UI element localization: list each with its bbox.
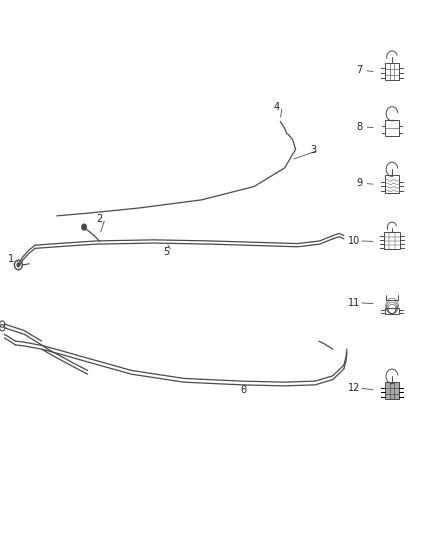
Bar [385, 308, 399, 314]
Text: 10: 10 [348, 236, 360, 246]
Bar [385, 175, 399, 193]
Text: 2: 2 [97, 214, 103, 223]
Text: 11: 11 [348, 298, 360, 308]
Text: 8: 8 [356, 122, 362, 132]
Text: 3: 3 [310, 146, 316, 155]
Bar [384, 232, 400, 249]
Bar [385, 63, 399, 80]
Bar [385, 120, 399, 135]
Text: 7: 7 [356, 66, 362, 75]
Circle shape [17, 263, 20, 266]
Text: 5: 5 [163, 247, 170, 256]
Bar [385, 383, 399, 399]
Text: 4: 4 [274, 102, 280, 111]
Text: 9: 9 [356, 179, 362, 188]
Circle shape [81, 224, 87, 230]
Text: 12: 12 [348, 383, 360, 393]
Text: 1: 1 [8, 254, 14, 263]
Text: 6: 6 [240, 385, 246, 395]
